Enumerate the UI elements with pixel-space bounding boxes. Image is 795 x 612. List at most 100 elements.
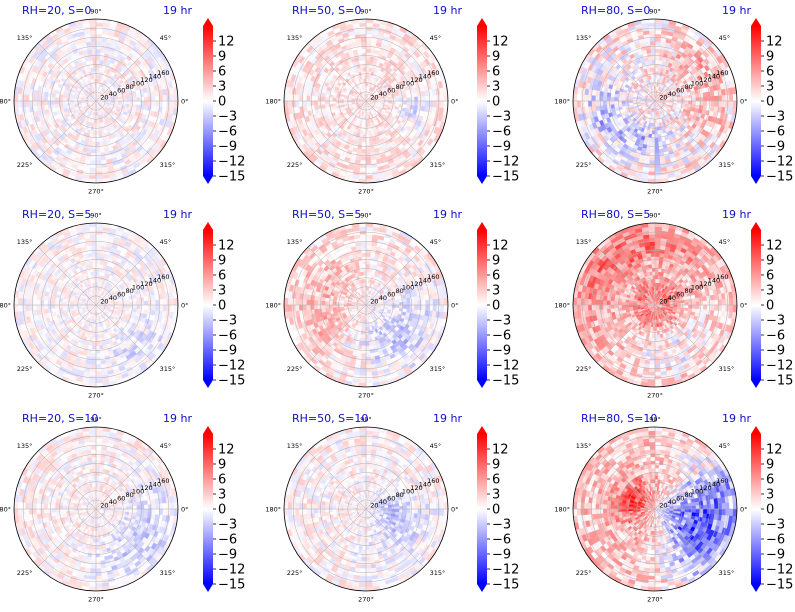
angular-tick-label: 45°: [719, 442, 731, 450]
radial-tick-label: 160: [716, 273, 728, 281]
colorbar-tick-label: 9: [766, 458, 774, 473]
polar-frame: [283, 222, 449, 388]
angular-tick-label: 225°: [576, 569, 592, 577]
angular-tick-label: 270°: [88, 596, 104, 604]
colorbar-extend-max: [751, 18, 761, 26]
colorbar-tick-label: 12: [766, 239, 783, 254]
radial-tick-label: 80: [396, 491, 404, 499]
radial-tick-label: 20: [100, 298, 108, 306]
colorbar-tick-label: −15: [766, 170, 793, 185]
radial-tick-label: 100: [402, 488, 414, 496]
colorbar-tick-label: 0: [766, 95, 774, 110]
colorbar-gradient: [477, 26, 487, 176]
angular-tick-label: 90°: [360, 416, 372, 424]
colorbar-gradient: [203, 26, 213, 176]
radial-tick-label: 40: [109, 498, 117, 506]
angular-tick-label: 135°: [287, 238, 303, 246]
colorbar-gradient: [751, 230, 761, 380]
angular-tick-label: 180°: [265, 98, 281, 106]
colorbar-extend-max: [477, 222, 487, 230]
time-label: 19 hr: [163, 208, 192, 221]
angular-tick-label: 225°: [287, 161, 303, 169]
polar-grid: [14, 427, 178, 591]
colorbar-tick-label: 6: [218, 269, 226, 284]
colorbar-tick-label: 3: [218, 284, 226, 299]
radial-tick-label: 20: [659, 502, 667, 510]
angular-tick-label: 315°: [160, 365, 176, 373]
radial-tick-label: 40: [109, 294, 117, 302]
angular-tick-label: 180°: [0, 506, 11, 514]
colorbar-gradient: [203, 434, 213, 584]
radial-tick-label: 140: [708, 73, 720, 81]
colorbar-tick-label: −15: [492, 578, 519, 593]
angular-tick-label: 225°: [576, 161, 592, 169]
angular-tick-label: 135°: [287, 442, 303, 450]
angular-tick-label: 225°: [17, 365, 33, 373]
panel-title: RH=20, S=0: [22, 4, 91, 17]
colorbar-tick-label: 9: [218, 50, 226, 65]
radial-tick-label: 120: [699, 280, 711, 288]
angular-tick-label: 225°: [17, 569, 33, 577]
radial-tick-label: 120: [699, 76, 711, 84]
time-label: 19 hr: [433, 412, 462, 425]
angular-tick-label: 180°: [554, 302, 570, 310]
colorbar-tick-label: 3: [766, 80, 774, 95]
colorbar-tick-label: 9: [766, 254, 774, 269]
polar-frame: [13, 426, 179, 592]
colorbar-tick-label: 12: [218, 35, 235, 50]
angular-tick-label: 0°: [451, 98, 458, 106]
colorbar-tick-label: 0: [766, 503, 774, 518]
time-label: 19 hr: [433, 208, 462, 221]
angular-tick-label: 135°: [576, 34, 592, 42]
colorbar-tick-label: 12: [492, 239, 509, 254]
colorbar-tick-label: 9: [492, 50, 500, 65]
polar-frame: [572, 18, 738, 184]
time-label: 19 hr: [722, 4, 751, 17]
radial-tick-label: 120: [140, 76, 152, 84]
radial-tick-label: 20: [100, 94, 108, 102]
angular-tick-label: 315°: [160, 569, 176, 577]
colorbar-tick-label: 0: [492, 503, 500, 518]
panel-title: RH=50, S=5: [292, 208, 361, 221]
angular-tick-label: 0°: [451, 302, 458, 310]
colorbar-tick-label: −15: [766, 578, 793, 593]
panel-title: RH=20, S=10: [22, 412, 98, 425]
angular-tick-label: 90°: [649, 8, 661, 16]
polar-frame: [13, 18, 179, 184]
angular-tick-label: 0°: [740, 98, 747, 106]
colorbar-tick-label: 9: [492, 458, 500, 473]
colorbar-gradient: [477, 230, 487, 380]
angular-tick-label: 45°: [430, 34, 442, 42]
colorbar-extend-min: [203, 380, 213, 388]
colorbar-tick-label: −3: [766, 314, 785, 329]
colorbar-gradient: [477, 434, 487, 584]
angular-tick-label: 90°: [360, 212, 372, 220]
polar-grid: [284, 427, 448, 591]
colorbar-tick-label: −12: [766, 359, 793, 374]
angular-tick-label: 270°: [647, 188, 663, 196]
polar-grid: [573, 427, 737, 591]
angular-tick-label: 0°: [451, 506, 458, 514]
colorbar-tick-label: −12: [766, 155, 793, 170]
time-label: 19 hr: [722, 208, 751, 221]
angular-tick-label: 315°: [430, 569, 446, 577]
radial-tick-label: 20: [659, 298, 667, 306]
radial-tick-label: 100: [691, 284, 703, 292]
angular-tick-label: 45°: [719, 238, 731, 246]
angular-tick-label: 270°: [358, 392, 374, 400]
colorbar-extend-min: [751, 380, 761, 388]
angular-tick-label: 315°: [719, 569, 735, 577]
colorbar-tick-label: −3: [218, 314, 237, 329]
colorbar-tick-label: −9: [492, 548, 511, 563]
colorbar-tick-label: −3: [492, 110, 511, 125]
angular-tick-label: 135°: [17, 442, 33, 450]
radial-tick-label: 100: [132, 80, 144, 88]
radial-tick-label: 80: [396, 83, 404, 91]
polar-panel: 0°45°90°135°180°225°270°315°204060801001…: [0, 208, 245, 400]
